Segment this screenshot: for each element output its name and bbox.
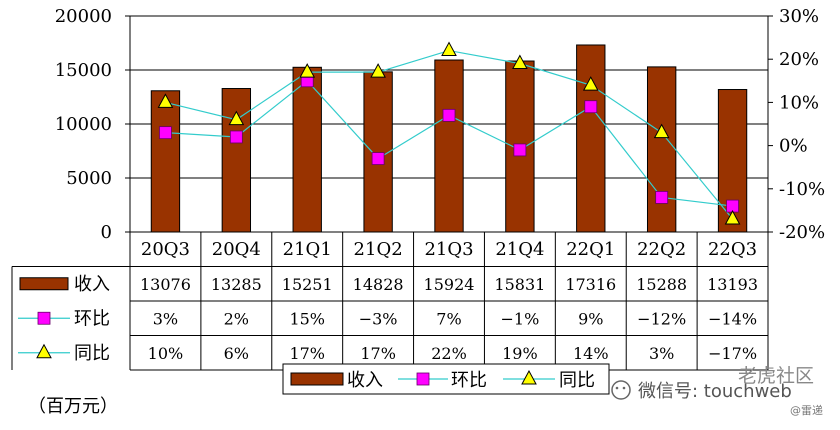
triangle-marker (370, 63, 386, 78)
bar (150, 90, 181, 233)
table-cell: −17% (708, 344, 757, 363)
row-label: 环比 (74, 308, 110, 329)
legend-key-triangle (521, 369, 537, 385)
table-cell: 22% (431, 344, 467, 363)
legend-key-bar (290, 372, 344, 386)
row-label: 收入 (74, 274, 110, 295)
table-cell: 10% (148, 344, 184, 363)
unit-label: （百万元） (28, 396, 118, 417)
category-label: 21Q4 (495, 239, 544, 260)
left-axis-ticks: 0 5000 10000 15000 20000 (55, 6, 112, 243)
square-marker (371, 152, 385, 165)
watermark: 微信号: touchweb 老虎社区 @雷递 (611, 365, 823, 417)
table-cell: 2% (224, 309, 249, 328)
category-label: 21Q2 (354, 239, 403, 260)
table-cell: 15831 (494, 275, 545, 294)
table-cell: 9% (578, 309, 603, 328)
plot-frame (129, 15, 769, 233)
table-cell: 15251 (282, 275, 333, 294)
triangle-marker (157, 93, 174, 108)
category-label: 21Q3 (424, 239, 473, 260)
category-label: 22Q3 (708, 239, 757, 260)
legend-label: 收入 (347, 370, 383, 391)
table-cell: 15288 (636, 275, 687, 294)
category-label: 20Q3 (141, 239, 190, 260)
triangle-marker (441, 41, 457, 57)
legend-key-square (416, 372, 430, 386)
legend-label: 同比 (559, 370, 595, 391)
bar (646, 66, 677, 233)
left-tick-label: 20000 (55, 6, 112, 27)
table-cell: 7% (436, 309, 461, 328)
square-marker (442, 108, 456, 122)
table-cell: 3% (153, 309, 178, 328)
wechat-icon (611, 380, 631, 400)
table-cell: 3% (649, 344, 674, 363)
triangle-marker (653, 123, 670, 139)
table-cell: 13285 (211, 275, 262, 294)
legend-label: 环比 (451, 370, 487, 391)
square-marker (159, 126, 172, 140)
triangle-marker (512, 54, 528, 70)
triangle-marker (582, 76, 599, 91)
square-marker (655, 191, 669, 204)
data-table: 20Q3 20Q4 21Q1 21Q2 21Q3 21Q4 22Q1 22Q2 22Q3 收入 13… (11, 232, 769, 371)
table-cell: −1% (500, 309, 539, 328)
legend: 收入 环比 同比 (282, 363, 610, 395)
table-cell: 17% (289, 344, 325, 363)
right-tick-label: 10% (779, 92, 819, 113)
left-tick-label: 15000 (55, 60, 112, 81)
table-cell: 15924 (424, 275, 475, 294)
row-label: 同比 (74, 343, 110, 364)
table-cell: 6% (224, 344, 249, 363)
left-tick-label: 0 (101, 222, 112, 243)
category-label: 21Q1 (283, 239, 332, 260)
right-tick-label: -20% (779, 222, 825, 243)
table-cell: −3% (359, 309, 398, 328)
table-cell: −12% (637, 309, 686, 328)
table-cell: 14828 (353, 275, 404, 294)
table-cell: 19% (502, 344, 538, 363)
table-cell: −14% (708, 309, 757, 328)
left-tick-label: 10000 (55, 114, 112, 135)
category-label: 22Q1 (566, 239, 615, 260)
table-cell: 13076 (140, 275, 191, 294)
right-tick-label: -10% (779, 179, 825, 200)
triangle-marker (299, 63, 316, 78)
watermark-credit: @雷递 (790, 403, 823, 417)
watermark-wechat-id: 微信号: touchweb (638, 381, 792, 402)
right-tick-label: 30% (779, 6, 819, 27)
table-cell: 15% (289, 309, 325, 328)
bar (363, 71, 393, 233)
table-cell: 17316 (565, 275, 616, 294)
axes (125, 15, 773, 233)
revenue-bars (150, 44, 748, 233)
bar (434, 59, 464, 233)
table-cell: 14% (573, 344, 609, 363)
right-tick-label: 20% (779, 49, 819, 70)
row-key-bar (19, 277, 69, 291)
bar (221, 88, 252, 233)
triangle-marker (724, 209, 741, 225)
right-axis-ticks: -20% -10% 0% 10% 20% 30% (779, 6, 825, 243)
watermark-brand: 老虎社区 (738, 365, 814, 387)
right-tick-label: 0% (779, 136, 808, 157)
left-tick-label: 5000 (66, 168, 112, 189)
row-key-triangle (36, 343, 52, 359)
category-label: 20Q4 (212, 239, 261, 260)
square-marker (513, 143, 527, 157)
category-label: 22Q2 (637, 239, 686, 260)
ratio-markers (157, 41, 741, 225)
table-cell: 17% (360, 344, 396, 363)
triangle-marker (228, 110, 245, 126)
square-marker (584, 100, 598, 114)
row-key-square (37, 311, 51, 325)
bar (576, 44, 606, 233)
square-marker (229, 130, 243, 144)
table-cell: 13193 (707, 275, 758, 294)
